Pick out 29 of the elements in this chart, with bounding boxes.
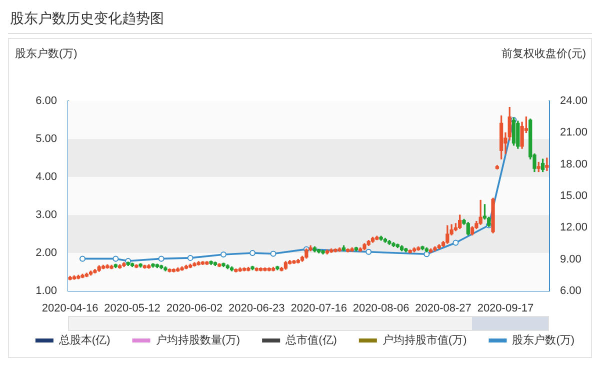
legend-label: 股东户数(万) [512,334,575,347]
y-tick-label: 6.00 [36,95,57,108]
chart-title: 股东户数历史变化趋势图 [10,10,164,28]
x-tick-label: 2020-08-27 [415,302,472,315]
x-tick-label: 2020-06-02 [166,302,223,315]
y2-tick-label: 21.00 [560,126,588,139]
y2-tick-label: 9.00 [560,253,582,266]
y2-tick-label: 18.00 [560,158,588,170]
y2-tick-label: 6.00 [560,285,582,298]
legend-label: 户均持股市值(万) [382,334,467,347]
y-tick-label: 2.00 [36,247,57,260]
x-tick-label: 2020-09-17 [477,302,534,315]
legend-label: 总市值(亿) [284,334,337,347]
y-axis-title: 股东户数(万) [15,46,78,61]
y-tick-label: 4.00 [36,171,57,184]
x-tick-label: 2020-06-23 [228,302,285,315]
y-tick-label: 1.00 [36,285,57,298]
x-tick-label: 2020-04-16 [42,302,98,315]
legend-label: 总股本(亿) [58,334,110,347]
y-tick-label: 3.00 [36,209,57,222]
legend-label: 户均持股数量(万) [156,334,240,347]
y2-tick-label: 24.00 [560,95,588,108]
x-tick-label: 2020-05-12 [104,302,160,315]
y-tick-label: 5.00 [36,133,57,146]
y2-tick-label: 12.00 [560,222,588,234]
y2-axis-title: 前复权收盘价(元) [502,47,586,61]
x-tick-label: 2020-07-16 [290,302,348,315]
x-tick-label: 2020-08-06 [352,302,410,315]
y2-tick-label: 15.00 [560,190,588,202]
